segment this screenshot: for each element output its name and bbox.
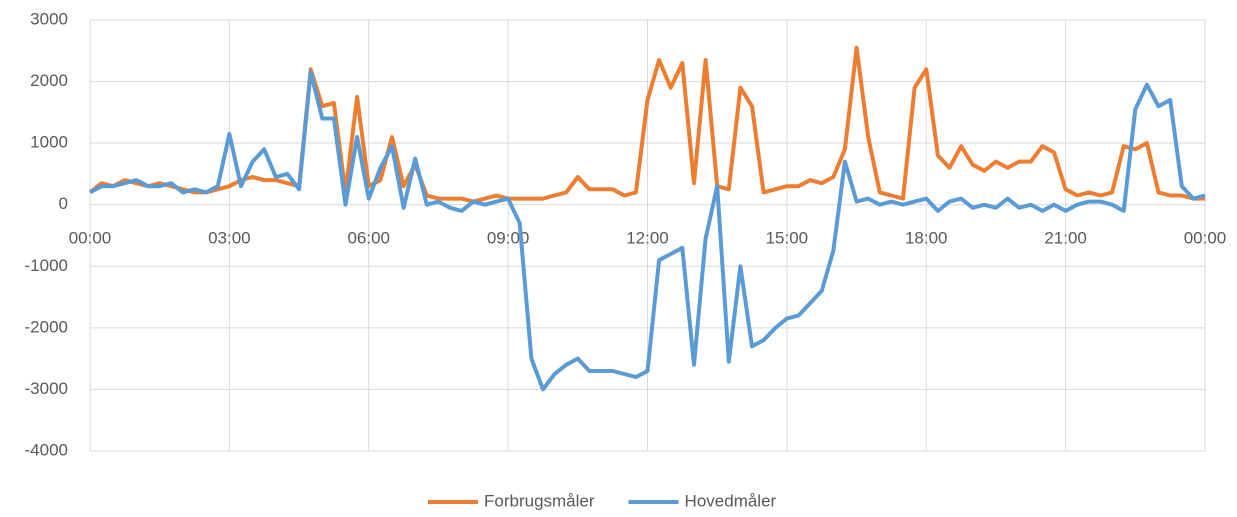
legend-label: Forbrugsmåler <box>484 491 595 510</box>
x-tick-label: 03:00 <box>208 228 251 247</box>
x-tick-label: 12:00 <box>626 228 669 247</box>
y-tick-label: 2000 <box>30 71 68 90</box>
y-tick-label: 0 <box>59 194 68 213</box>
y-tick-label: -3000 <box>25 379 68 398</box>
x-tick-label: 00:00 <box>1184 228 1227 247</box>
y-tick-label: -2000 <box>25 317 68 336</box>
legend-label: Hovedmåler <box>685 491 777 510</box>
x-tick-label: 18:00 <box>905 228 948 247</box>
x-tick-label: 15:00 <box>766 228 809 247</box>
y-tick-label: -1000 <box>25 256 68 275</box>
x-tick-label: 06:00 <box>347 228 390 247</box>
y-tick-label: -4000 <box>25 440 68 459</box>
x-tick-label: 21:00 <box>1044 228 1087 247</box>
series-line <box>88 45 1205 204</box>
y-tick-label: 1000 <box>30 133 68 152</box>
y-tick-label: 3000 <box>30 9 68 28</box>
x-tick-label: 00:00 <box>69 228 112 247</box>
series-line <box>89 70 1206 392</box>
